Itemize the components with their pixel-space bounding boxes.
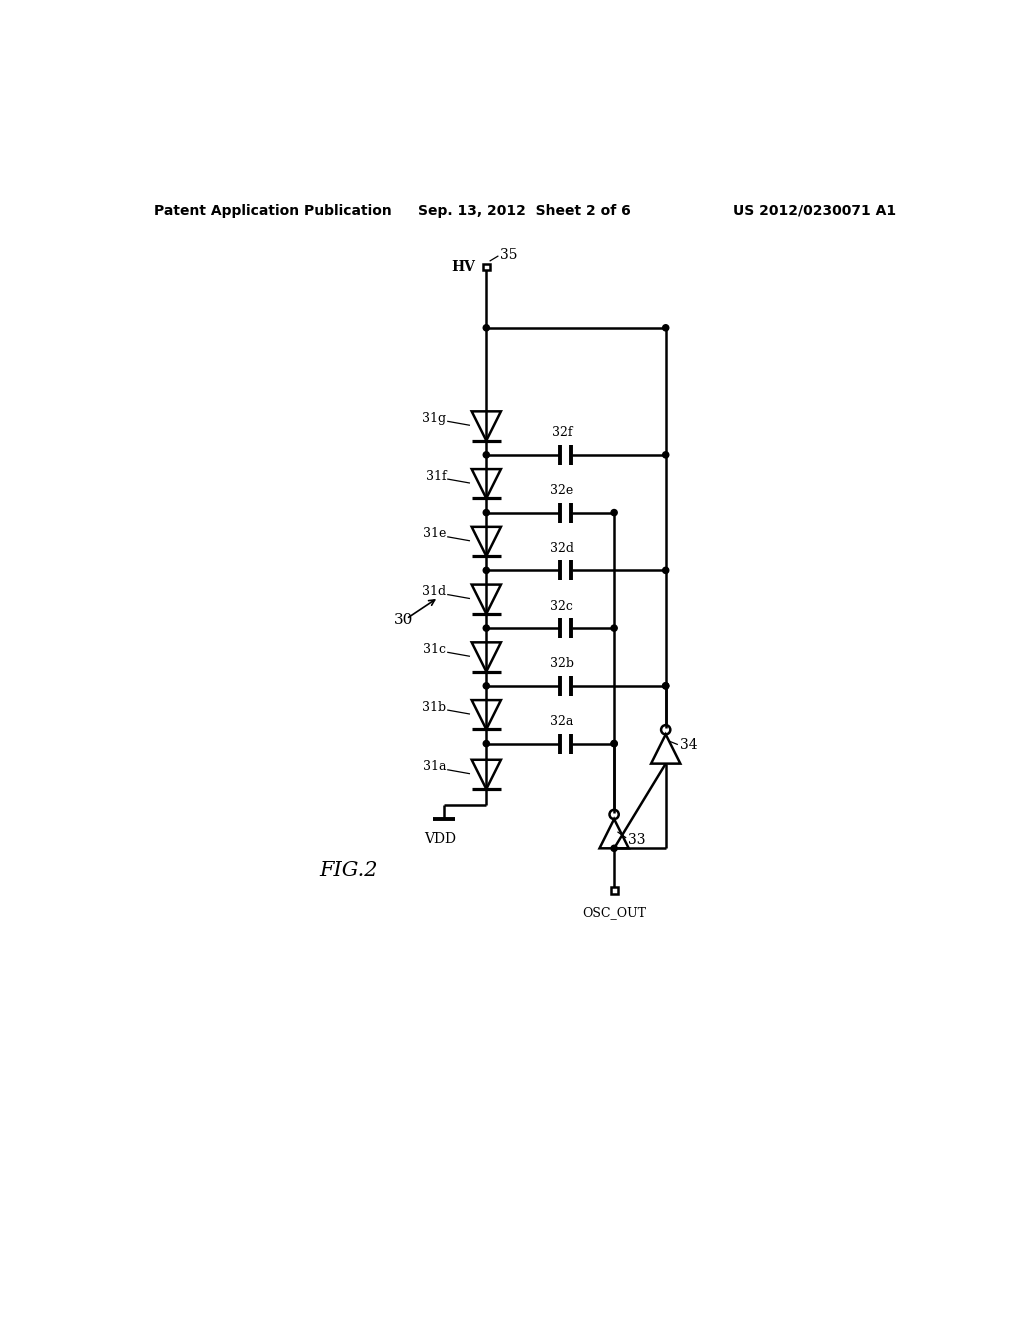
Text: 32c: 32c xyxy=(550,599,573,612)
Text: 32f: 32f xyxy=(552,426,572,440)
Text: HV: HV xyxy=(451,260,475,275)
Circle shape xyxy=(483,451,489,458)
Text: 35: 35 xyxy=(500,248,518,261)
Circle shape xyxy=(663,451,669,458)
Circle shape xyxy=(483,568,489,573)
Text: VDD: VDD xyxy=(424,832,456,846)
Text: 31e: 31e xyxy=(423,527,446,540)
Text: FIG.2: FIG.2 xyxy=(319,861,378,880)
Circle shape xyxy=(663,325,669,331)
Circle shape xyxy=(483,682,489,689)
Bar xyxy=(610,887,617,894)
Text: 31b: 31b xyxy=(422,701,446,714)
Text: 31c: 31c xyxy=(423,643,446,656)
Bar xyxy=(483,264,489,271)
Circle shape xyxy=(611,845,617,851)
Text: OSC_OUT: OSC_OUT xyxy=(582,906,646,919)
Text: 34: 34 xyxy=(680,738,697,752)
Circle shape xyxy=(611,741,617,747)
Text: 32a: 32a xyxy=(550,715,573,729)
Text: 33: 33 xyxy=(628,833,645,847)
Circle shape xyxy=(483,325,489,331)
Text: 31g: 31g xyxy=(422,412,446,425)
Text: 32e: 32e xyxy=(550,484,573,498)
Text: 31d: 31d xyxy=(422,585,446,598)
Circle shape xyxy=(611,741,617,747)
Text: Patent Application Publication: Patent Application Publication xyxy=(154,203,391,218)
Circle shape xyxy=(611,626,617,631)
Circle shape xyxy=(663,682,669,689)
Text: 32d: 32d xyxy=(550,543,573,554)
Text: 31a: 31a xyxy=(423,760,446,774)
Text: 32b: 32b xyxy=(550,657,573,671)
Circle shape xyxy=(483,626,489,631)
Circle shape xyxy=(483,510,489,516)
Text: US 2012/0230071 A1: US 2012/0230071 A1 xyxy=(733,203,896,218)
Text: 31f: 31f xyxy=(426,470,446,483)
Circle shape xyxy=(483,741,489,747)
Circle shape xyxy=(663,568,669,573)
Circle shape xyxy=(611,510,617,516)
Text: 30: 30 xyxy=(394,614,414,627)
Circle shape xyxy=(663,682,669,689)
Text: Sep. 13, 2012  Sheet 2 of 6: Sep. 13, 2012 Sheet 2 of 6 xyxy=(419,203,631,218)
